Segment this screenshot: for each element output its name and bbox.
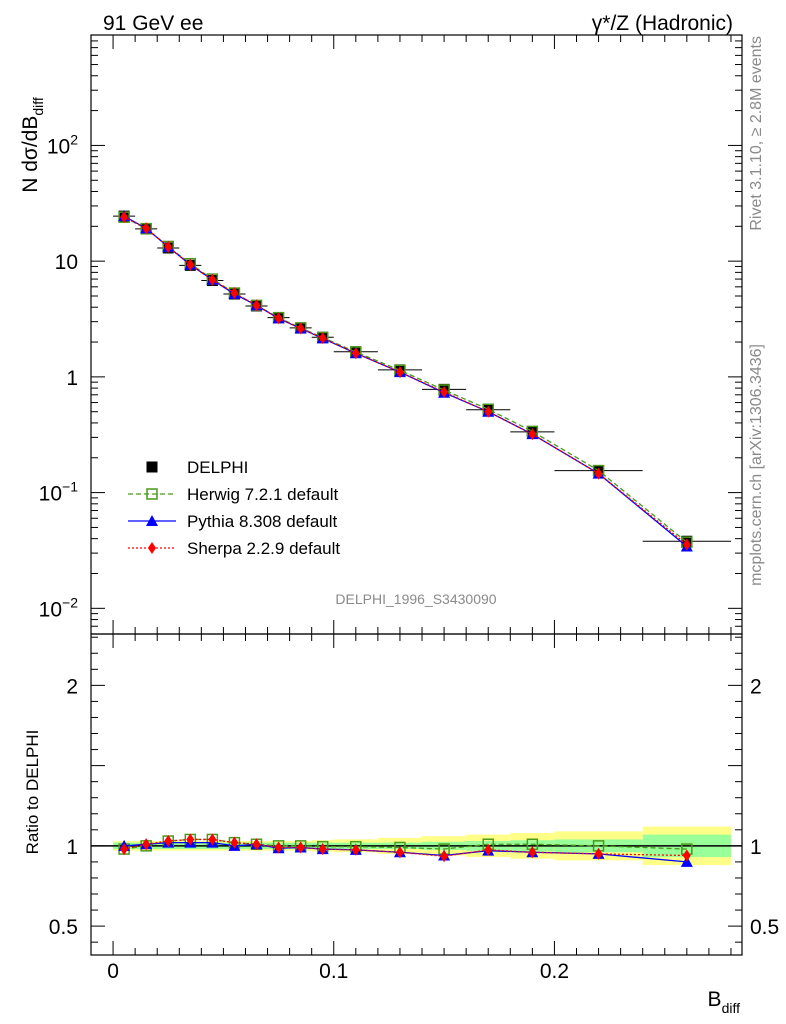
legend: DELPHI Herwig 7.2.1 default Pythia 8.308 d… [128,458,340,558]
sherpa-ratio-point [395,846,404,859]
sherpa-ratio-point [484,843,493,856]
x-axis-title: Bdiff [708,988,741,1016]
x-axis-title-sub: diff [722,1000,741,1016]
legend-label-pythia: Pythia 8.308 default [187,512,338,531]
sherpa-point [528,428,537,441]
ratio-panel-series [118,833,693,867]
ratio-y-tick-label-right: 2 [750,675,762,698]
svg-text:N dσ/dBdiff: N dσ/dBdiff [19,97,46,193]
sherpa-point [351,347,360,360]
sherpa-point [594,467,603,480]
ratio-y-tick-label-left: 0.5 [49,916,78,939]
legend-label-herwig: Herwig 7.2.1 default [187,485,338,504]
ratio-y-axis-title: Ratio to DELPHI [23,730,42,855]
top-y-tick-label: 1 [66,367,78,390]
sherpa-point [296,322,305,335]
sherpa-ratio-point [164,835,173,848]
legend-marker-sherpa [148,542,156,554]
top-y-axis-title-sub: diff [30,97,46,116]
legend-marker-data [146,461,158,473]
ratio-y-tick-label-right: 1 [750,836,762,859]
top-y-tick-label: 10−1 [39,479,79,506]
sherpa-ratio-point [594,847,603,860]
legend-label-sherpa: Sherpa 2.2.9 default [187,539,340,558]
ratio-panel-frame [90,633,743,956]
sherpa-point [164,240,173,253]
ratio-y-tick-label-right: 0.5 [750,916,779,939]
sherpa-ratio-point [351,843,360,856]
x-tick-label: 0.1 [319,960,348,983]
sherpa-point [186,258,195,271]
sherpa-ratio-point [120,843,129,856]
top-y-tick-base: 10 [39,483,62,506]
x-tick-label: 0 [107,960,119,983]
top-y-tick-label: 102 [47,131,78,158]
top-y-tick-base: 10 [55,251,78,274]
sherpa-ratio-point [252,838,261,851]
top-y-axis-title-main: N dσ/dB [19,116,42,193]
analysis-watermark: DELPHI_1996_S3430090 [335,591,496,607]
sherpa-ratio-point [440,850,449,863]
top-y-tick-label: 10−2 [39,594,79,621]
sherpa-point [440,386,449,399]
top-y-tick-base: 10 [47,135,70,158]
top-y-axis-title: N dσ/dBdiff [19,97,46,193]
sherpa-point [208,273,217,286]
sherpa-point [682,538,691,551]
sherpa-ratio-point [142,838,151,851]
sherpa-point [484,405,493,418]
top-y-tick-exponent: 2 [70,131,78,147]
sherpa-ratio-point [274,841,283,854]
top-y-tick-exponent: −1 [62,479,78,495]
sherpa-ratio-point [682,849,691,862]
legend-marker-herwig [146,488,158,500]
top-panel-series [113,210,731,552]
top-y-tick-exponent: −2 [62,594,78,610]
top-y-tick-label: 10 [55,251,78,274]
sherpa-point [274,312,283,325]
x-tick-label: 0.2 [540,960,569,983]
mcplots-label: mcplots.cern.ch [arXiv:1306.3436] [748,344,765,586]
x-axis-title-main: B [708,988,722,1011]
sherpa-point [252,299,261,312]
sherpa-ratio-point [230,836,239,849]
ratio-panel-axes: 2 2 1 1 0.5 0.5 0 0.1 0.2 [49,633,779,983]
sherpa-ratio-point [296,841,305,854]
sherpa-ratio-point [318,843,327,856]
sherpa-point [142,222,151,235]
header-right-title: γ*/Z (Hadronic) [592,12,733,35]
sherpa-ratio-point [186,833,195,846]
ratio-y-tick-label-left: 2 [66,675,78,698]
sherpa-ratio-point [208,833,217,846]
rivet-version-label: Rivet 3.1.10, ≥ 2.8M events [748,36,765,231]
legend-label-data: DELPHI [187,458,248,477]
legend-marker-pythia [146,515,158,526]
top-y-tick-base: 10 [39,598,62,621]
sherpa-point [230,287,239,300]
sherpa-ratio-point [528,846,537,859]
top-y-tick-base: 1 [66,367,78,390]
ratio-y-tick-label-left: 1 [66,836,78,859]
header-left-title: 91 GeV ee [103,12,203,35]
sherpa-point [318,332,327,345]
sherpa-point [120,211,129,224]
sherpa-point [395,366,404,379]
